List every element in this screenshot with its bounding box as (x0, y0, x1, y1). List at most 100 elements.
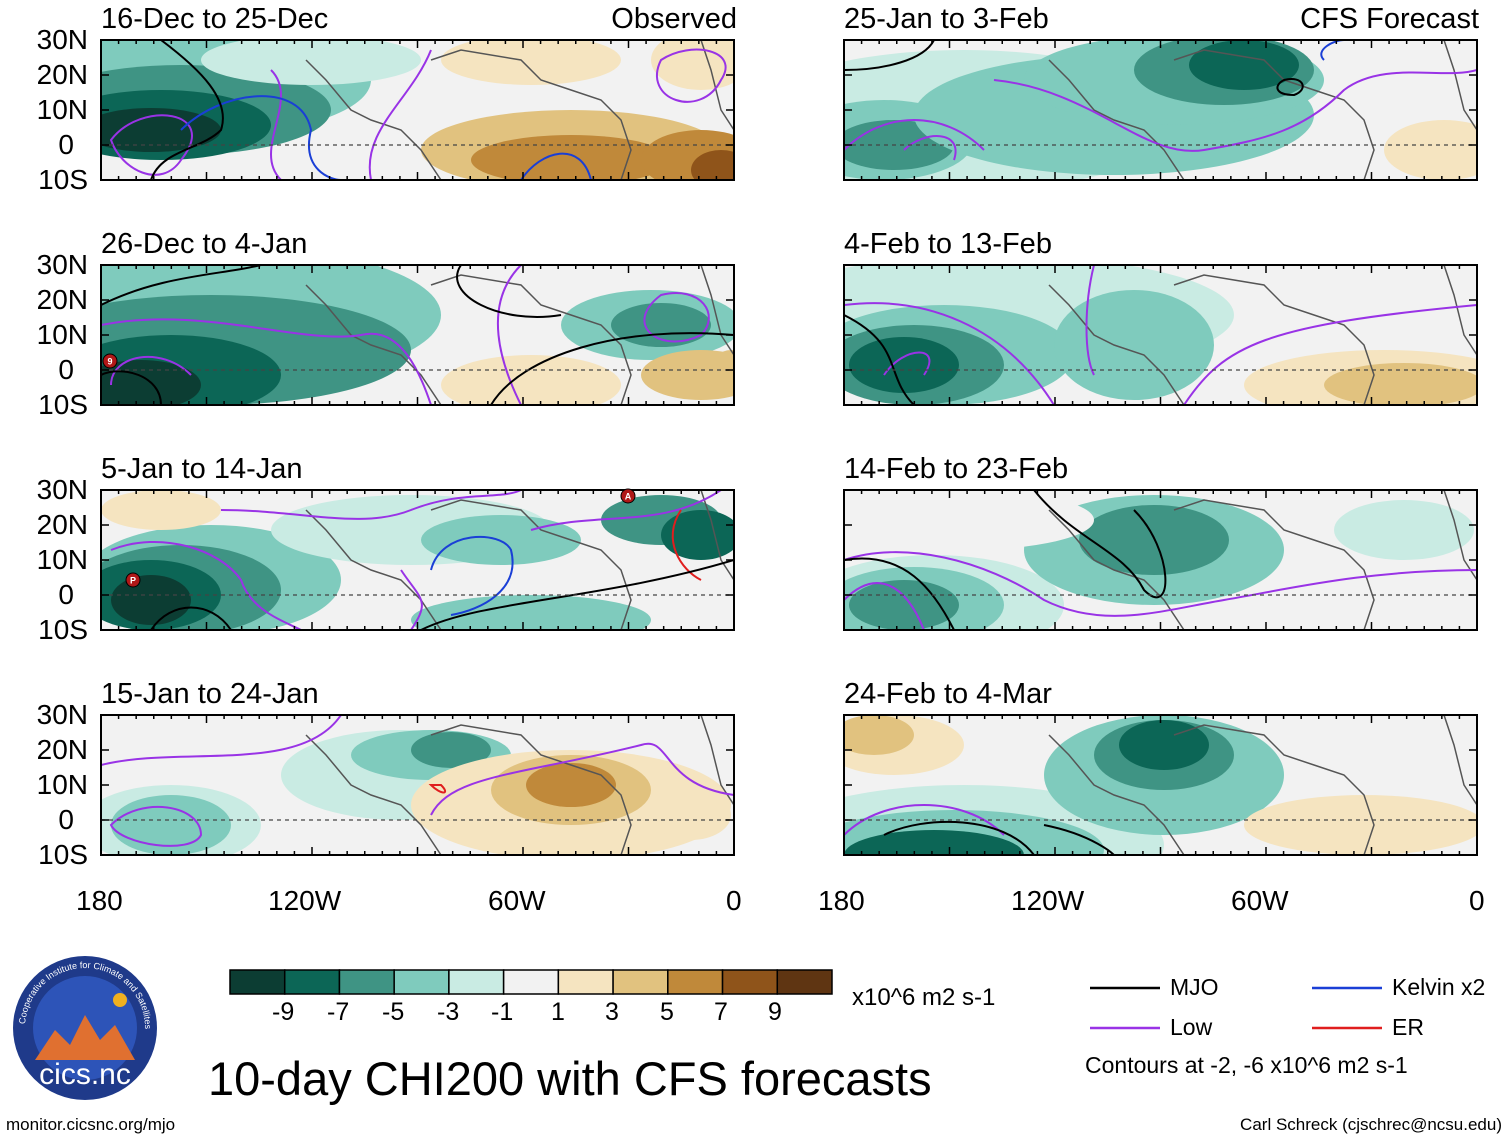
map-panel-field (101, 490, 734, 630)
chi200-anomaly-region (849, 580, 959, 630)
low-contour (530, 490, 722, 531)
footer-credit: Carl Schreck (cjschrec@ncsu.edu) (1240, 1115, 1502, 1134)
lat-label-30n: 30N (36, 474, 88, 505)
coastline (1048, 715, 1477, 855)
map-panel-field (844, 715, 1477, 855)
chi200-anomaly-region (691, 150, 734, 180)
colorbar-swatch (338, 969, 395, 995)
storm-marker-label: 9 (107, 357, 112, 367)
map-panel-field (844, 265, 1477, 405)
lat-label-30n: 30N (36, 699, 88, 730)
map-panel (100, 264, 735, 406)
colorbar-swatch (393, 969, 450, 995)
lat-label-10n: 10N (36, 544, 88, 575)
colorbar-swatch (557, 969, 614, 995)
low-contour (101, 318, 432, 405)
lon-label-120w: 120W (268, 885, 342, 916)
low-contour (1183, 304, 1477, 405)
lon-label-60w: 60W (1231, 885, 1289, 916)
colorbar-swatch (283, 969, 341, 995)
lon-label-120w: 120W (1011, 885, 1085, 916)
chi200-anomaly-region (1119, 720, 1209, 770)
mjo-contour (456, 265, 562, 318)
chi200-anomaly-region (101, 490, 221, 530)
chi200-anomaly-region (1189, 40, 1299, 90)
legend-er-label: ER (1392, 1014, 1424, 1040)
lat-label-10n: 10N (36, 94, 88, 125)
low-contour (109, 805, 203, 847)
colorbar-label: 9 (768, 998, 782, 1026)
map-panel (843, 489, 1478, 631)
panel-3-title: 5-Jan to 14-Jan (101, 453, 303, 485)
low-contour (844, 119, 985, 151)
kelvin-contour (430, 535, 514, 616)
panel-1-type: Observed (611, 3, 737, 35)
mjo-contour (844, 40, 935, 71)
chi200-anomaly-region (1334, 500, 1474, 560)
colorbar-swatch (721, 969, 779, 995)
colorbar-swatch (448, 969, 505, 995)
panel-5-title: 25-Jan to 3-Feb (844, 3, 1049, 35)
mjo-contour (150, 40, 224, 180)
low-contour (993, 69, 1477, 152)
coastline (305, 40, 734, 180)
map-panel (100, 489, 735, 631)
logo-mountains (35, 1015, 135, 1060)
colorbar-swatch (667, 969, 724, 995)
chi200-anomaly-region (471, 135, 671, 180)
chi200-anomaly-region (441, 40, 621, 85)
low-contour (883, 351, 931, 376)
low-contour (430, 742, 734, 816)
storm-marker (102, 353, 118, 369)
panel-4-title: 15-Jan to 24-Jan (101, 678, 319, 710)
low-contour (110, 541, 302, 630)
lat-label-20n: 20N (36, 59, 88, 90)
coastline (1048, 40, 1477, 180)
panel-5-type: CFS Forecast (1300, 3, 1479, 35)
low-contour (220, 490, 522, 520)
lat-label-20n: 20N (36, 734, 88, 765)
low-contour (844, 804, 1005, 836)
colorbar-label: 5 (660, 998, 674, 1026)
low-contour (1085, 265, 1095, 376)
low-contour (844, 582, 925, 630)
contours-note: Contours at -2, -6 x10^6 m2 s-1 (1085, 1052, 1408, 1078)
map-panel-field (844, 40, 1477, 180)
colorbar-swatch (229, 969, 286, 995)
lat-label-eq: 0 (58, 579, 74, 610)
chi200-anomaly-region (844, 490, 1094, 550)
lon-label-0: 0 (1469, 885, 1485, 916)
chi200-anomaly-region (651, 790, 731, 840)
low-contour (656, 48, 727, 103)
panel-6-title: 4-Feb to 13-Feb (844, 228, 1052, 260)
map-panel (843, 714, 1478, 856)
colorbar-label: -9 (272, 998, 295, 1026)
storm-marker (125, 572, 141, 588)
low-contour (497, 265, 522, 405)
low-contour (844, 302, 1055, 405)
lat-label-10s: 10S (38, 614, 88, 645)
chi200-anomaly-region (844, 715, 914, 755)
logo-text: cics.nc (39, 1058, 131, 1091)
chi200-anomaly-region (526, 763, 616, 807)
er-contour (671, 509, 702, 581)
low-contour (109, 114, 193, 176)
coastline (305, 715, 734, 855)
chi200-anomaly-region (641, 350, 734, 400)
colorbar-label: -3 (437, 998, 460, 1026)
chi200-anomaly-region (441, 355, 621, 405)
lat-label-eq: 0 (58, 804, 74, 835)
map-panel (100, 714, 735, 856)
lon-label-180: 180 (818, 885, 865, 916)
low-contour (110, 355, 192, 386)
mjo-contour (1033, 490, 1167, 599)
low-contour (101, 715, 342, 766)
kelvin-contour (520, 152, 592, 180)
main-title: 10-day CHI200 with CFS forecasts (208, 1052, 932, 1105)
lat-label-eq: 0 (58, 129, 74, 160)
chi200-anomaly-region (711, 350, 734, 390)
mjo-contour (150, 606, 232, 630)
lat-label-20n: 20N (36, 509, 88, 540)
colorbar-units: x10^6 m2 s-1 (852, 984, 996, 1011)
